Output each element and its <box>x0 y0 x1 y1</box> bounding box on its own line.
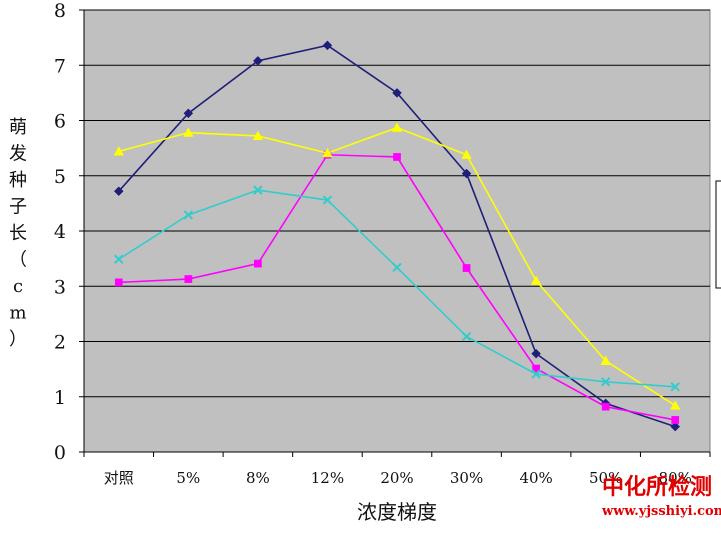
data-point-marker <box>531 369 541 379</box>
y-axis-title-char: c <box>13 276 23 297</box>
marker-stroke <box>322 195 333 205</box>
data-point-marker <box>253 185 263 195</box>
plot-area <box>79 9 711 457</box>
data-point-marker <box>322 195 333 205</box>
y-tick-label: 7 <box>54 55 66 77</box>
data-point-marker <box>670 382 680 392</box>
data-point-marker <box>322 147 333 158</box>
x-tick-label: 5% <box>176 469 200 487</box>
x-tick-label: 50% <box>589 469 622 487</box>
marker-stroke <box>531 369 541 379</box>
data-point-marker <box>532 364 540 373</box>
marker-stroke <box>253 185 263 195</box>
data-point-marker <box>600 377 611 387</box>
data-point-marker <box>183 127 194 137</box>
data-point-marker <box>461 168 472 179</box>
legend-frame <box>715 180 721 289</box>
series-layer <box>113 40 681 432</box>
x-tick-label: 对照 <box>104 469 134 487</box>
data-point-marker <box>392 88 402 98</box>
watermark: 中化所检测 www.yjsshiyi.com <box>601 474 721 519</box>
y-tick-label: 4 <box>54 221 66 243</box>
x-axis-title: 浓度梯度 <box>357 500 437 524</box>
labels-layer: 0 1 2 3 4 5 6 7 8 对照 5% 8% 12% 20% 30% 40% 50% 80% 浓度梯度 萌发种… <box>9 0 692 524</box>
data-point-marker <box>671 416 680 424</box>
data-point-marker <box>670 421 681 432</box>
y-tick-label: 6 <box>54 111 66 133</box>
data-point-marker <box>322 40 333 51</box>
data-point-marker <box>461 331 472 342</box>
marker-stroke <box>392 262 402 273</box>
data-point-marker <box>531 348 541 359</box>
data-point-marker <box>113 186 124 197</box>
x-tick-label: 80% <box>659 469 692 487</box>
data-point-marker <box>254 259 262 268</box>
y-tick-label: 3 <box>54 276 66 298</box>
x-tick-label: 30% <box>450 469 483 487</box>
marker-stroke <box>670 382 680 392</box>
data-point-marker <box>113 146 125 156</box>
data-point-marker <box>183 108 194 119</box>
data-point-marker <box>253 55 263 66</box>
data-point-marker <box>462 264 471 272</box>
x-tick-label: 40% <box>519 469 552 487</box>
y-tick-label: 1 <box>54 387 66 409</box>
x-tick-label: 12% <box>311 469 344 487</box>
y-tick-label: 2 <box>54 332 66 354</box>
data-point-marker <box>391 122 403 132</box>
watermark-main-text: 中化所检测 <box>602 474 712 500</box>
data-point-marker <box>114 278 123 287</box>
data-point-marker <box>530 275 542 285</box>
data-point-marker <box>392 262 402 273</box>
marker-stroke <box>461 331 472 342</box>
y-axis-title-char: m <box>9 303 26 324</box>
y-axis-title-char: ） <box>9 329 27 350</box>
legend-box-edge <box>715 180 721 289</box>
data-point-marker <box>601 402 610 411</box>
y-tick-label: 0 <box>54 442 66 464</box>
data-point-marker <box>461 149 472 159</box>
marker-stroke <box>600 377 611 387</box>
y-tick-label: 8 <box>54 0 66 22</box>
y-axis-title-char: （ <box>9 250 27 271</box>
data-point-marker <box>114 254 124 264</box>
y-axis-title-char: 子 <box>9 197 27 218</box>
y-tick-label: 5 <box>54 166 66 188</box>
x-tick-label: 20% <box>380 469 413 487</box>
y-axis-title-char: 发 <box>9 144 27 165</box>
y-axis-title-char: 长 <box>9 223 27 244</box>
x-tick-label: 8% <box>246 469 270 487</box>
data-point-marker <box>184 275 193 283</box>
data-point-marker <box>252 130 264 141</box>
watermark-url-text: www.yjsshiyi.com <box>601 504 721 519</box>
marker-stroke <box>114 254 124 264</box>
data-point-marker <box>600 355 611 365</box>
y-axis-title-char: 种 <box>9 170 27 191</box>
data-point-marker <box>393 153 401 161</box>
data-point-marker <box>669 400 681 410</box>
marker-stroke <box>183 210 194 220</box>
y-axis-title-char: 萌 <box>9 117 27 138</box>
data-point-marker <box>183 210 194 220</box>
